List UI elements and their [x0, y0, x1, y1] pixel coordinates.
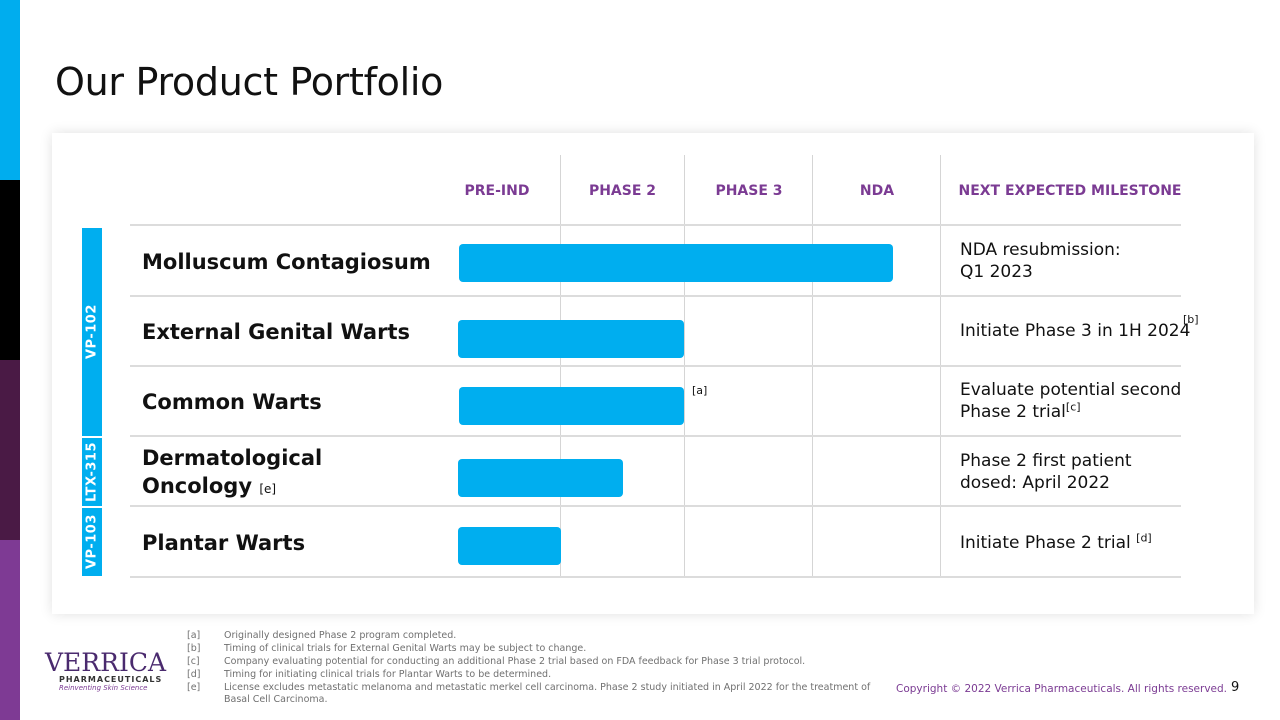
milestone-plantar-warts: Initiate Phase 2 trial [d] [960, 532, 1152, 554]
footnote-c: [c] Company evaluating potential for cond… [187, 656, 805, 668]
footnote-key: [a] [187, 630, 201, 641]
row-label-line: Dermatological [142, 446, 323, 470]
program-box-vp-103 [82, 508, 102, 576]
footnote-key: [e] [187, 682, 201, 693]
row-label-molluscum: Molluscum Contagiosum [142, 250, 431, 274]
column-header-pre-ind: PRE-IND [464, 183, 530, 199]
footnote-e: [e] License excludes metastatic melanoma … [187, 682, 870, 694]
milestone-common-warts: Evaluate potential second Phase 2 trial[… [960, 379, 1181, 423]
portfolio-panel [52, 133, 1254, 614]
verrica-logo: VERRICA PHARMACEUTICALS Reinventing Skin… [45, 644, 166, 694]
row-label-text: Oncology [142, 474, 253, 498]
footnote-e-continued: Basal Cell Carcinoma. [224, 694, 328, 705]
program-label-vp-102: VP-102 [84, 304, 100, 360]
footnote-key: [b] [187, 643, 201, 654]
milestone-line: Evaluate potential second [960, 380, 1182, 400]
program-label-ltx-315: LTX-315 [84, 442, 100, 502]
footnote-b: [b] Timing of clinical trials for Externa… [187, 643, 586, 655]
footnote-a: [a] Originally designed Phase 2 program c… [187, 630, 456, 642]
column-header-phase-2: PHASE 2 [588, 183, 657, 199]
copyright-notice: Copyright © 2022 Verrica Pharmaceuticals… [896, 683, 1227, 695]
side-strip-black [0, 180, 20, 360]
program-box-vp-102 [82, 228, 102, 436]
program-box-ltx-315 [82, 438, 102, 506]
row-divider [130, 224, 1181, 226]
column-header-phase-3: PHASE 3 [715, 183, 783, 199]
row-divider [130, 365, 1181, 367]
footnote-text: Company evaluating potential for conduct… [224, 656, 806, 667]
row-label-plantar-warts: Plantar Warts [142, 531, 306, 555]
column-header-nda: NDA [859, 183, 895, 199]
row-label-common-warts: Common Warts [142, 390, 322, 414]
milestone-line: NDA resubmission: [960, 240, 1121, 260]
progress-bar-plantar-warts [458, 527, 561, 565]
footnote-text: Timing of clinical trials for External G… [224, 643, 587, 654]
footnote-ref-b: [b] [1183, 313, 1199, 326]
program-label-vp-103: VP-103 [84, 514, 100, 570]
footnote-ref-d: [d] [1136, 531, 1152, 545]
footnote-key: [c] [187, 656, 200, 667]
progress-bar-dermatological-oncology [458, 459, 623, 497]
row-label-line: Oncology [e] [142, 472, 322, 503]
side-strip-plum [0, 360, 20, 540]
row-divider [130, 576, 1181, 578]
progress-bar-common-warts [459, 387, 684, 425]
milestone-text: Phase 2 trial [960, 402, 1066, 422]
progress-bar-external-genital-warts [458, 320, 684, 358]
footnote-key: [d] [187, 669, 201, 680]
logo-subtitle: PHARMACEUTICALS [59, 675, 163, 684]
milestone-line: Q1 2023 [960, 262, 1033, 282]
milestone-dermatological-oncology: Phase 2 first patient dosed: April 2022 [960, 450, 1132, 494]
page-number: 9 [1231, 680, 1240, 695]
milestone-line: Phase 2 trial[c] [960, 401, 1181, 423]
page-title: Our Product Portfolio [55, 60, 444, 104]
milestone-text: Initiate Phase 2 trial [960, 533, 1131, 553]
column-header-milestone: NEXT EXPECTED MILESTONE [958, 183, 1182, 199]
milestone-line: Phase 2 first patient [960, 451, 1132, 471]
footnote-ref-a: [a] [692, 384, 708, 397]
row-label-external-genital-warts: External Genital Warts [142, 320, 410, 344]
row-divider [130, 505, 1181, 507]
side-strip-blue [0, 0, 20, 180]
logo-wordmark: VERRICA [45, 648, 167, 677]
footnote-d: [d] Timing for initiating clinical trials… [187, 669, 551, 681]
side-strip-purple [0, 540, 20, 720]
row-divider [130, 435, 1181, 437]
footnote-text: Originally designed Phase 2 program comp… [224, 630, 457, 641]
logo-tagline: Reinventing Skin Science [59, 684, 148, 692]
row-divider [130, 295, 1181, 297]
row-label-dermatological-oncology: Dermatological Oncology [e] [142, 444, 322, 503]
footnote-ref-c: [c] [1065, 400, 1081, 414]
milestone-line: dosed: April 2022 [960, 473, 1110, 493]
milestone-external-genital-warts: Initiate Phase 3 in 1H 2024 [960, 321, 1191, 341]
footnote-text: License excludes metastatic melanoma and… [224, 682, 871, 693]
milestone-molluscum: NDA resubmission: Q1 2023 [960, 239, 1121, 283]
footnote-text: Timing for initiating clinical trials fo… [224, 669, 552, 680]
progress-bar-molluscum [459, 244, 893, 282]
footnote-ref-e: [e] [259, 482, 277, 496]
